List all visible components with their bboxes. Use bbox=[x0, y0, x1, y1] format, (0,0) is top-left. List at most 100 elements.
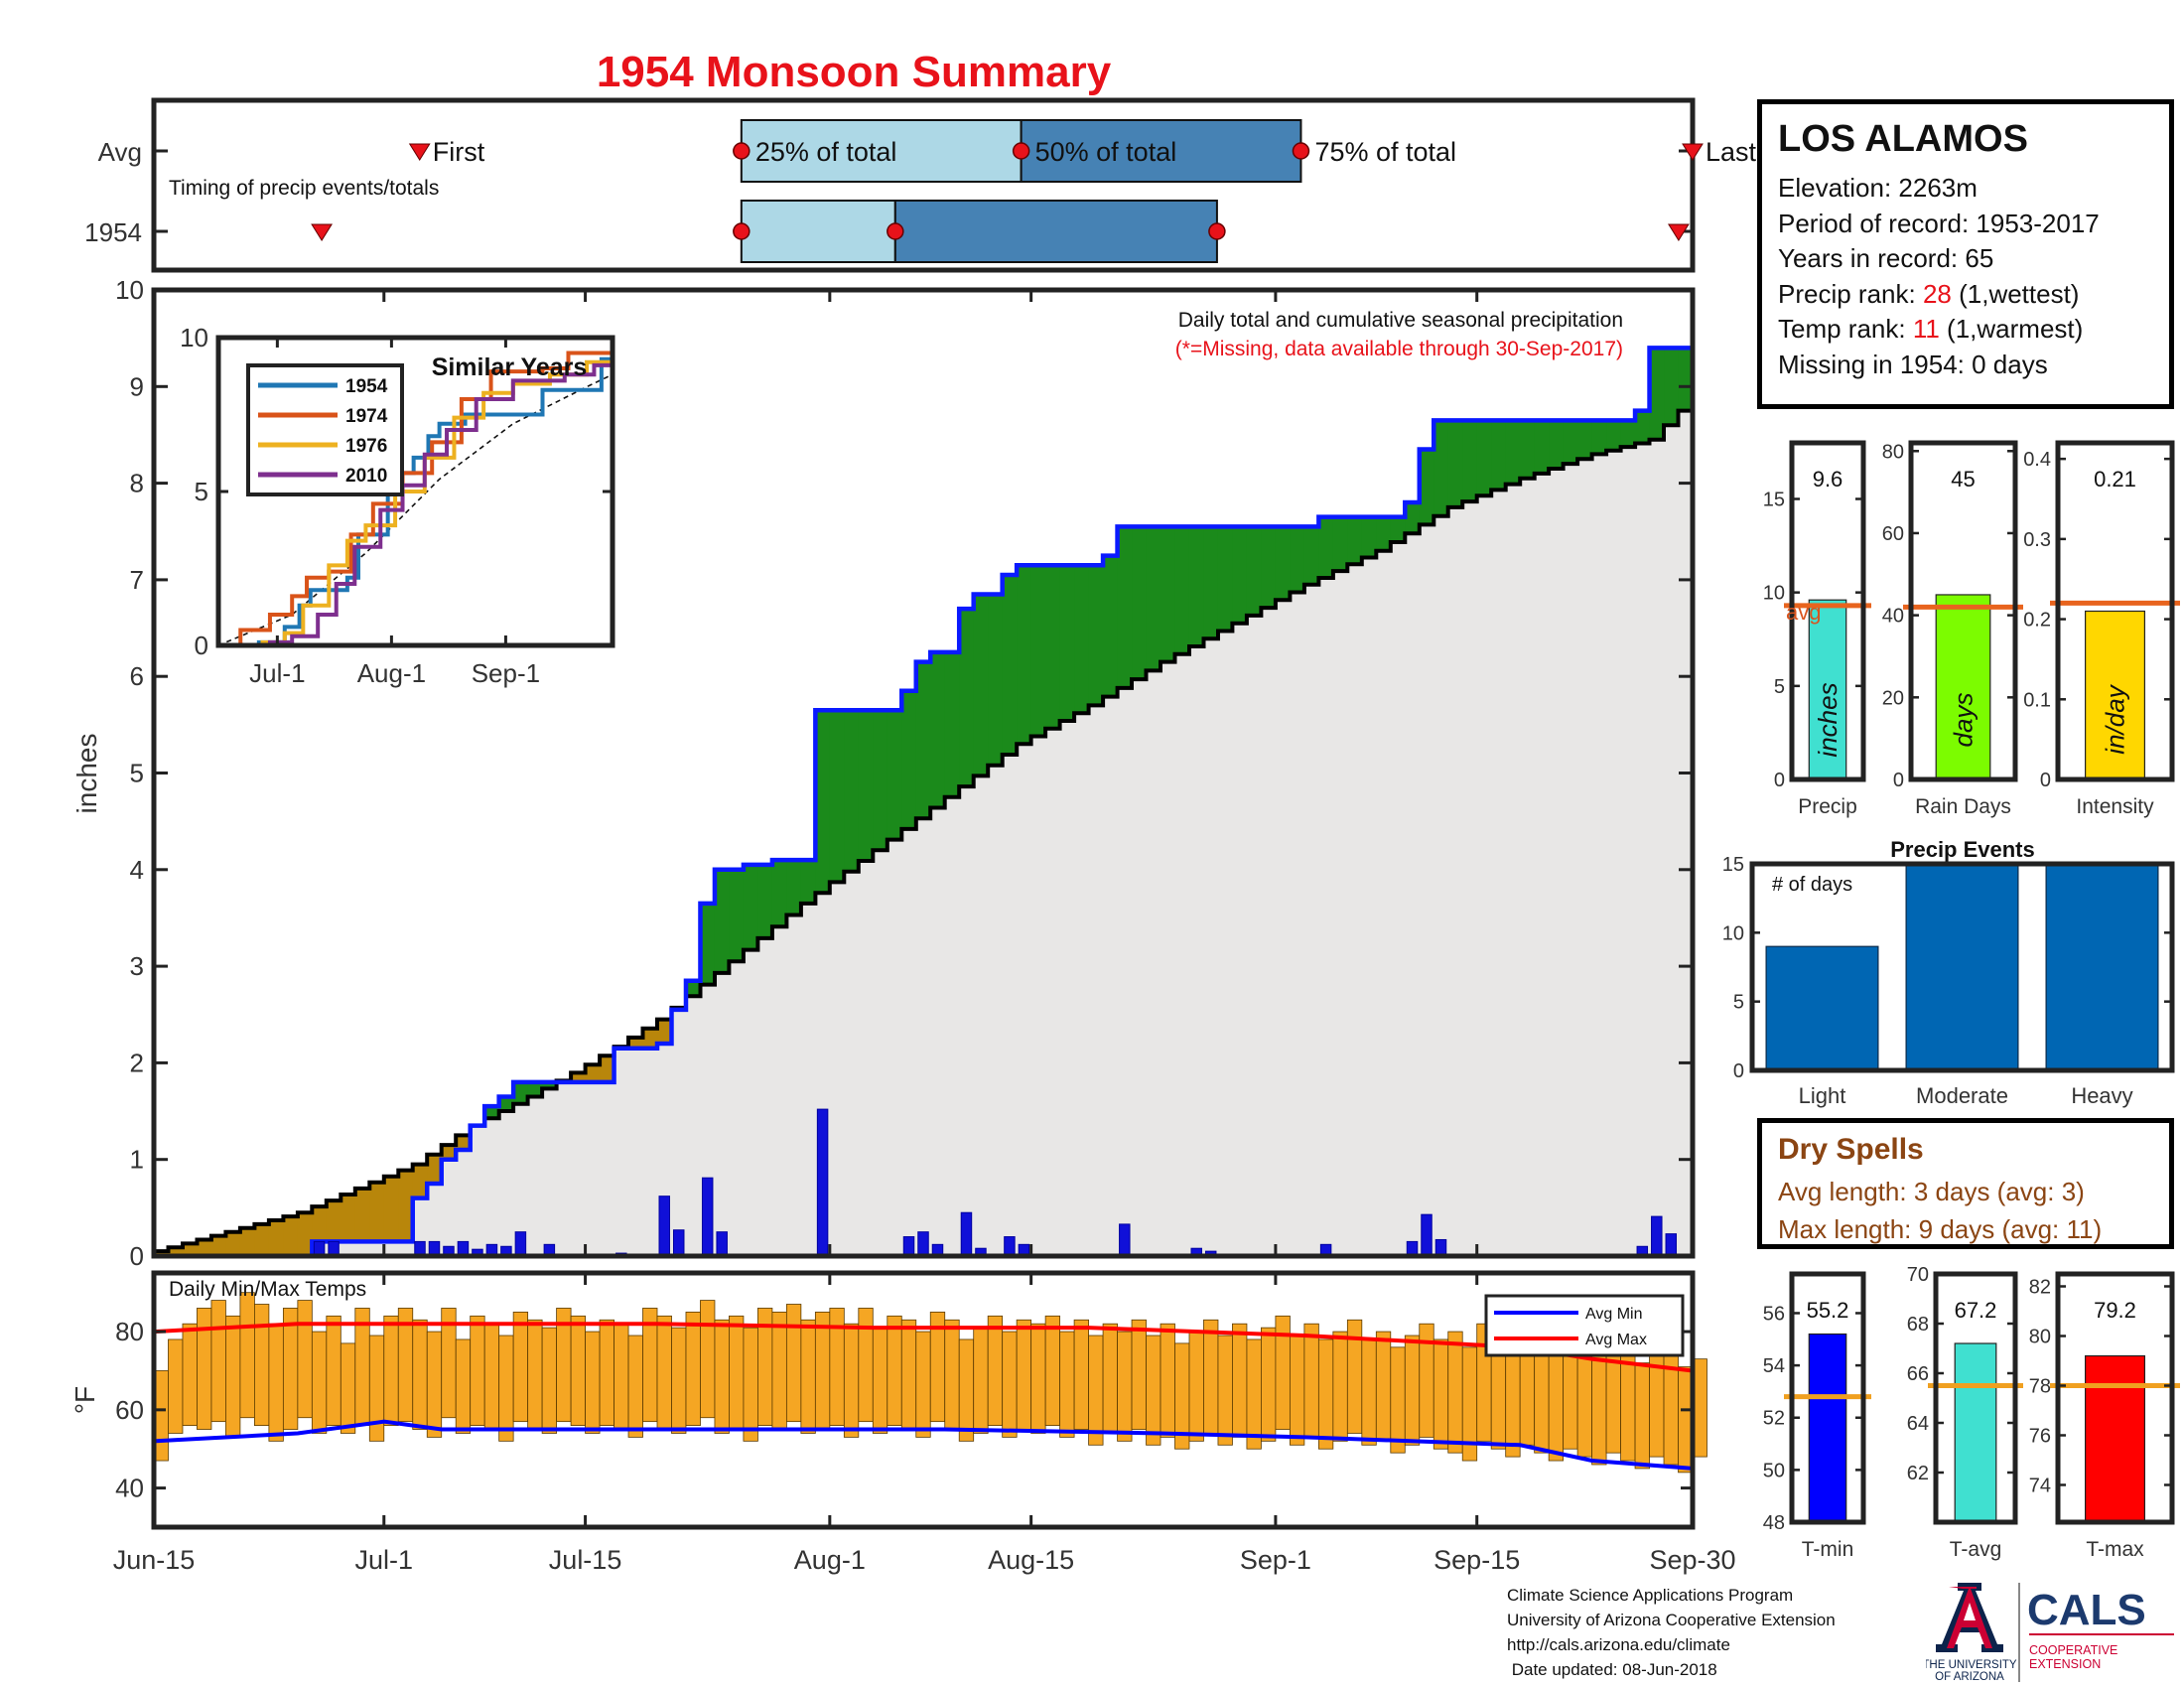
daily-temp-bar bbox=[225, 1315, 241, 1438]
daily-temp-bar bbox=[1317, 1338, 1334, 1450]
panel-y-tick-label: 82 bbox=[2029, 1277, 2051, 1299]
panel-y-tick-label: 66 bbox=[1907, 1363, 1929, 1385]
daily-temp-bar bbox=[197, 1308, 212, 1430]
above-average-band bbox=[915, 661, 931, 819]
panel-y-tick-label: 40 bbox=[1882, 606, 1904, 628]
below-average-band bbox=[168, 1247, 184, 1256]
above-average-band bbox=[700, 903, 716, 985]
above-average-band bbox=[1678, 348, 1694, 411]
panel-t-min: 48 50 52 54 56 55.2 T-min bbox=[1763, 1271, 1871, 1561]
inset-y-tick-label: 0 bbox=[195, 631, 208, 660]
temp-rank-value: 11 bbox=[1912, 314, 1940, 344]
daily-temp-bar bbox=[900, 1319, 917, 1430]
inset-average-line bbox=[217, 373, 614, 646]
above-average-band bbox=[1577, 420, 1593, 460]
temp-legend-label: Avg Max bbox=[1585, 1332, 1647, 1348]
above-average-band bbox=[1132, 526, 1148, 680]
daily-temp-bar bbox=[785, 1304, 802, 1423]
below-average-band bbox=[456, 1135, 472, 1150]
panel-t-avg: 62 64 66 68 70 67.2 T-avg bbox=[1907, 1264, 2023, 1561]
daily-temp-bar bbox=[297, 1300, 313, 1419]
above-average-band bbox=[1146, 526, 1161, 671]
daily-temp-bar bbox=[1088, 1335, 1104, 1446]
daily-temp-bar bbox=[743, 1327, 758, 1442]
panel-rain-days: 0 20 40 60 80 45 Rain Days days bbox=[1882, 440, 2023, 818]
below-average-band bbox=[571, 1072, 587, 1082]
footer-line: Climate Science Applications Program bbox=[1507, 1586, 1794, 1605]
events-ylabel: # of days bbox=[1772, 874, 1852, 896]
similar-years-inset: 0 5 10 Jul-1 Aug-1 Sep-1 Similar Years 1954 1974… bbox=[180, 323, 615, 688]
temp-frame bbox=[151, 1270, 1696, 1530]
events-bar-heavy bbox=[2045, 863, 2159, 1071]
station-info-panel: LOS ALAMOS Elevation: 2263m Period of re… bbox=[1757, 99, 2174, 409]
daily-temp-bar bbox=[585, 1331, 601, 1434]
inset-legend-label: 1976 bbox=[345, 436, 387, 457]
cals-logo-text: CALS bbox=[2027, 1586, 2146, 1634]
daily-temp-bar bbox=[541, 1327, 558, 1434]
above-average-band bbox=[757, 864, 773, 938]
panel-y-tick-label: 50 bbox=[1763, 1460, 1785, 1481]
panel-y-tick-label: 0 bbox=[2040, 770, 2051, 791]
events-y-tick-label: 0 bbox=[1733, 1060, 1744, 1082]
above-average-band bbox=[1376, 516, 1392, 551]
footer-link[interactable]: http://cals.arizona.edu/climate bbox=[1507, 1635, 1730, 1654]
above-average-band bbox=[743, 864, 758, 950]
y-tick-label: 7 bbox=[130, 565, 144, 595]
inset-y-tick-label: 5 bbox=[195, 477, 208, 506]
temp-y-tick-label: 60 bbox=[115, 1395, 144, 1425]
daily-temp-bar bbox=[412, 1319, 428, 1430]
y-tick-label: 3 bbox=[130, 951, 144, 981]
above-average-band bbox=[988, 594, 1004, 766]
above-average-band bbox=[1160, 526, 1176, 662]
temp-y-axis-label: °F bbox=[69, 1386, 100, 1414]
x-tick-label: Jul-15 bbox=[549, 1545, 622, 1575]
daily-temp-bar bbox=[1390, 1346, 1406, 1454]
panel-avg-label: avg bbox=[1786, 600, 1821, 625]
daily-precip-bar bbox=[816, 1108, 829, 1257]
cals-logo-text: EXTENSION bbox=[2029, 1657, 2101, 1671]
below-average-band bbox=[441, 1145, 457, 1160]
below-average-band bbox=[283, 1216, 299, 1256]
below-average-band bbox=[585, 1064, 601, 1082]
above-average-band bbox=[1390, 516, 1406, 542]
above-average-band bbox=[1447, 420, 1463, 507]
above-average-band bbox=[1232, 526, 1248, 624]
panel-label: T-max bbox=[2086, 1538, 2144, 1561]
above-average-band bbox=[858, 710, 874, 862]
below-average-band bbox=[412, 1164, 428, 1198]
x-tick-label: Aug-1 bbox=[794, 1545, 866, 1575]
inset-series-1974 bbox=[218, 338, 614, 647]
panel-y-tick-label: 60 bbox=[1882, 523, 1904, 545]
panel-y-tick-label: 62 bbox=[1907, 1463, 1929, 1484]
above-average-band bbox=[1261, 526, 1277, 609]
avg-min-line bbox=[153, 1419, 1694, 1471]
events-category-label: Heavy bbox=[2071, 1083, 2132, 1108]
daily-precip-bar bbox=[514, 1231, 527, 1257]
above-average-band bbox=[1002, 575, 1018, 756]
daily-temp-bar bbox=[1447, 1331, 1463, 1454]
daily-temp-bar bbox=[182, 1323, 198, 1426]
daily-temp-bar bbox=[1303, 1323, 1319, 1438]
below-average-band bbox=[254, 1223, 270, 1256]
panel-frame bbox=[2055, 1271, 2175, 1525]
panel-value-bar bbox=[1954, 1342, 1997, 1523]
temp-legend-label: Avg Min bbox=[1585, 1306, 1643, 1323]
logos: THE UNIVERSITY OF ARIZONA CALS COOPERATI… bbox=[1926, 1583, 2174, 1683]
above-average-band bbox=[1347, 516, 1363, 565]
daily-precip-bar bbox=[917, 1231, 929, 1257]
daily-precip-bar bbox=[1651, 1215, 1663, 1257]
daily-precip-bar bbox=[658, 1196, 670, 1257]
below-average-band bbox=[398, 1170, 414, 1242]
panel-label: Rain Days bbox=[1915, 795, 2011, 818]
events-y-tick-label: 5 bbox=[1733, 992, 1744, 1014]
panel-y-tick-label: 48 bbox=[1763, 1512, 1785, 1534]
x-tick-label: Jul-1 bbox=[355, 1545, 414, 1575]
below-average-band bbox=[628, 1037, 644, 1049]
panel-value-label: 0.21 bbox=[2094, 467, 2136, 492]
y-tick-label: 8 bbox=[130, 469, 144, 498]
station-elevation: Elevation: 2263m bbox=[1778, 173, 1978, 203]
inset-x-tick-label: Sep-1 bbox=[472, 658, 540, 688]
daily-temp-bar bbox=[671, 1327, 687, 1434]
inset-legend-label: 2010 bbox=[345, 466, 387, 487]
below-average-band bbox=[369, 1182, 385, 1242]
